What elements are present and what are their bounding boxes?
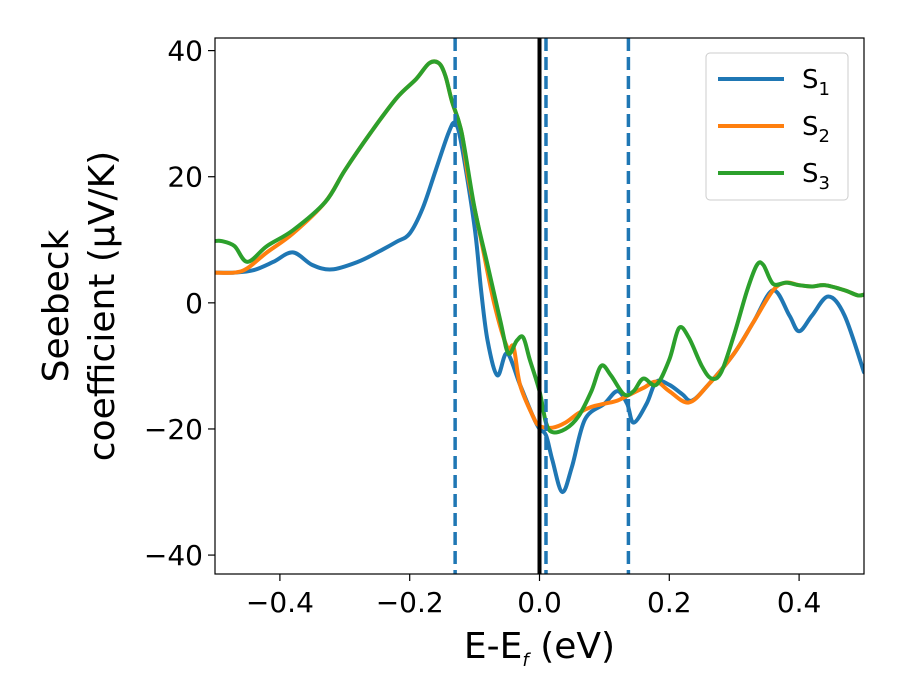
x-tick-label: 0.4 — [777, 586, 822, 619]
legend-label: S2 — [802, 112, 830, 147]
series-line-s3 — [215, 59, 864, 435]
vline-layer — [453, 38, 631, 574]
x-tick-label: 0.2 — [647, 586, 692, 619]
y-tick-label: 0 — [185, 287, 203, 320]
legend-label: S3 — [802, 159, 830, 194]
y-tick-label: −40 — [144, 539, 203, 572]
legend-label: S1 — [802, 65, 830, 100]
legend: S1 S2 S3 — [705, 52, 849, 201]
x-tick-label: 0.0 — [517, 586, 562, 619]
y-axis-label-line1: Seebeck — [36, 229, 77, 382]
x-axis-label-sub: f — [522, 650, 531, 671]
y-tick-label: 40 — [167, 35, 203, 68]
y-tick-label: −20 — [144, 413, 203, 446]
y-axis-label-line2: coefficient (μV/K) — [82, 151, 123, 461]
y-axis-label: Seebeck coefficient (μV/K) — [36, 151, 123, 461]
y-tick-label: 20 — [167, 161, 203, 194]
x-tick-label: −0.2 — [376, 586, 444, 619]
x-axis-label-main: E-E — [464, 626, 522, 667]
x-axis-label: E-Ef (eV) — [464, 626, 615, 671]
tick-layer: −0.4 −0.2 0.0 0.2 0.4 −40 −20 0 20 40 — [144, 35, 821, 619]
x-tick-label: −0.4 — [246, 586, 314, 619]
x-axis-label-unit: (eV) — [529, 626, 615, 667]
